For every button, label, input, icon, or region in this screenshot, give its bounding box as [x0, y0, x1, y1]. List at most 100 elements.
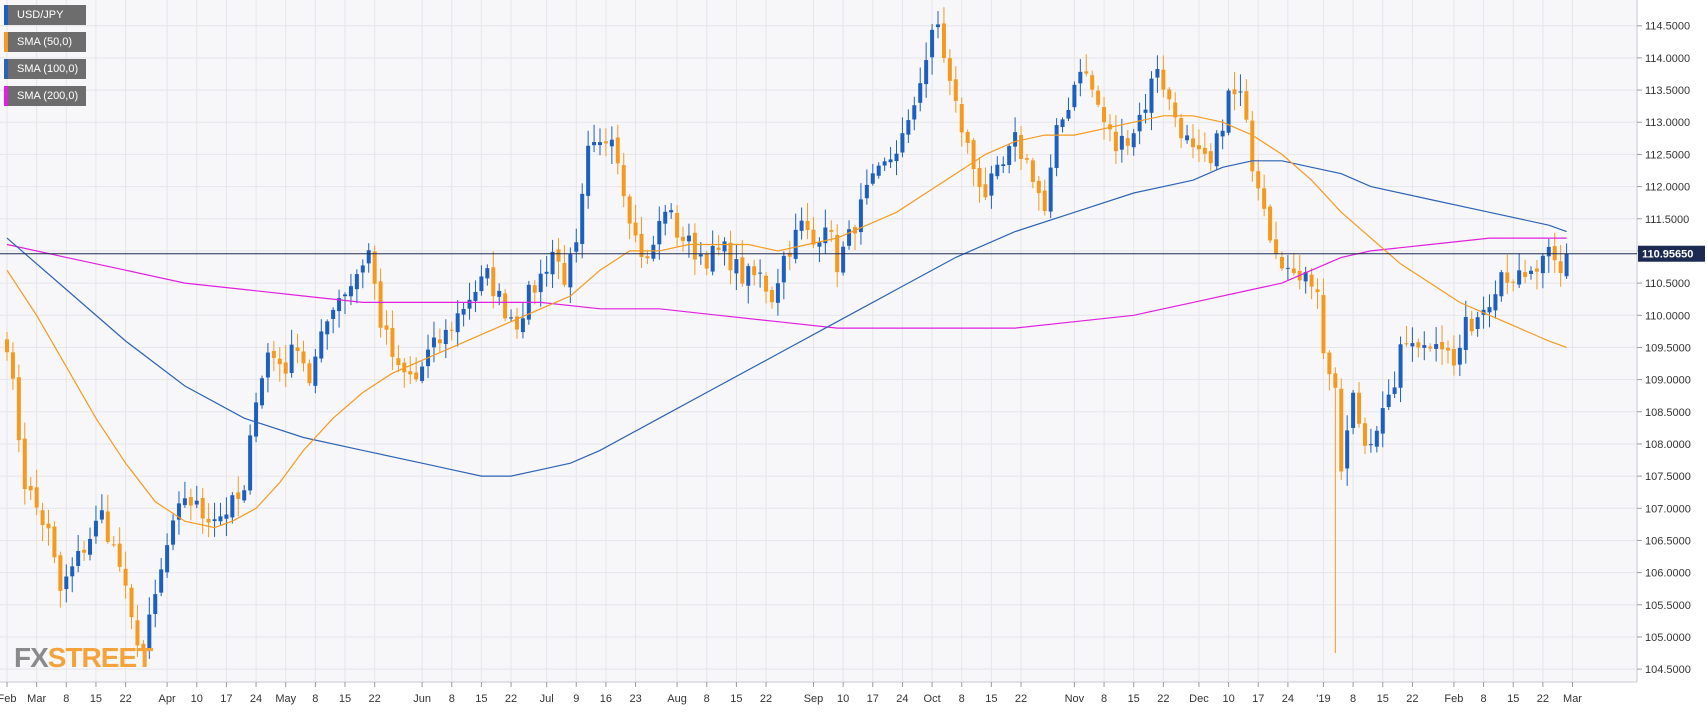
candle-body [882, 161, 887, 166]
candle-body [1404, 343, 1409, 345]
y-tick-label: 106.5000 [1645, 535, 1691, 547]
y-tick-label: 114.5000 [1645, 21, 1690, 33]
x-tick-label: 15 [1128, 693, 1140, 705]
candle-body [894, 153, 899, 162]
candle-body [28, 485, 33, 491]
x-tick-label: 8 [1101, 693, 1107, 705]
candle-body [70, 566, 75, 577]
candle-body [580, 193, 585, 244]
x-tick-label: May [275, 693, 296, 705]
candle-body [212, 519, 217, 522]
candle-body [147, 614, 152, 649]
x-tick-label: 9 [573, 693, 579, 705]
x-tick-label: Aug [667, 693, 687, 705]
candle-body [1084, 71, 1089, 74]
candle-body [1220, 130, 1225, 137]
candle-body [1475, 317, 1480, 329]
candle-body [823, 227, 828, 244]
candle-body [858, 199, 863, 233]
logo-street: STREET [47, 642, 153, 673]
candle-body [965, 132, 970, 143]
candle-body [159, 569, 164, 593]
candle-body [1428, 346, 1433, 349]
x-tick-label: 22 [1537, 693, 1549, 705]
candle-body [1072, 84, 1077, 108]
candle-body [206, 518, 211, 523]
candle-body [337, 298, 342, 312]
candle-body [182, 498, 187, 506]
candle-body [1001, 164, 1006, 166]
x-tick-label: 22 [1157, 693, 1169, 705]
candle-body [1143, 109, 1148, 113]
y-tick-label: 107.5000 [1645, 471, 1691, 483]
candle-body [319, 331, 324, 359]
candle-body [704, 253, 709, 269]
candle-body [1422, 345, 1427, 348]
x-tick-label: 17 [867, 693, 879, 705]
x-tick-label: 8 [1350, 693, 1356, 705]
candle-body [1440, 342, 1445, 350]
candle-body [16, 377, 21, 441]
candle-body [615, 137, 620, 164]
legend-label-sma200: SMA (200,0) [17, 90, 79, 102]
candle-body [1386, 394, 1391, 408]
candle-body [562, 263, 567, 285]
legend-item-sma100[interactable]: SMA (100,0) [4, 59, 87, 79]
legend-item-sma200[interactable]: SMA (200,0) [4, 86, 87, 106]
candle-body [171, 520, 176, 545]
candle-body [1416, 342, 1421, 348]
candle-body [1529, 270, 1534, 274]
y-tick-label: 105.0000 [1645, 632, 1691, 644]
candle-body [1345, 430, 1350, 469]
candle-body [769, 289, 774, 303]
candle-body [1558, 261, 1563, 274]
x-tick-label: 15 [90, 693, 102, 705]
candle-body [1024, 158, 1029, 160]
candle-body [1202, 147, 1207, 154]
y-tick-label: 106.0000 [1645, 568, 1691, 580]
candle-body [805, 220, 810, 231]
x-tick-label: 8 [449, 693, 455, 705]
legend-item-sma50[interactable]: SMA (50,0) [4, 32, 87, 52]
candle-body [331, 309, 336, 319]
candle-body [657, 220, 662, 245]
candle-body [129, 587, 134, 618]
candle-body [775, 283, 780, 303]
legend-item-usdjpy[interactable]: USD/JPY [4, 5, 87, 25]
candle-body [354, 274, 359, 290]
x-tick-label: 24 [896, 693, 908, 705]
candle-body [1042, 190, 1047, 212]
candle-body [1493, 294, 1498, 311]
candle-body [1392, 387, 1397, 394]
candle-body [1226, 90, 1231, 133]
sma100-line [6, 160, 1567, 477]
candle-body [681, 236, 686, 241]
candle-body [82, 549, 87, 553]
candle-body [977, 167, 982, 187]
y-tick-label: 109.0000 [1645, 375, 1691, 387]
candle-body [111, 544, 116, 546]
candle-body [1511, 281, 1516, 283]
candle-body [88, 538, 93, 555]
x-tick-label: 15 [730, 693, 742, 705]
candle-body [1262, 188, 1267, 209]
x-tick-label: 22 [760, 693, 772, 705]
x-tick-label: 22 [505, 693, 517, 705]
candle-body [651, 244, 656, 259]
candle-body [1244, 91, 1249, 120]
legend-swatch-sma100 [4, 59, 8, 79]
x-tick-label: 22 [1015, 693, 1027, 705]
candle-body [1036, 180, 1041, 194]
candle-body [1499, 272, 1504, 297]
candle-body [941, 23, 946, 59]
x-tick-label: 24 [250, 693, 262, 705]
candle-body [1368, 444, 1373, 446]
candle-body [194, 500, 199, 505]
candle-body [461, 308, 466, 315]
candle-body [105, 511, 110, 542]
x-tick-label: Apr [159, 693, 176, 705]
x-tick-label: 8 [63, 693, 69, 705]
candle-body [1090, 75, 1095, 90]
